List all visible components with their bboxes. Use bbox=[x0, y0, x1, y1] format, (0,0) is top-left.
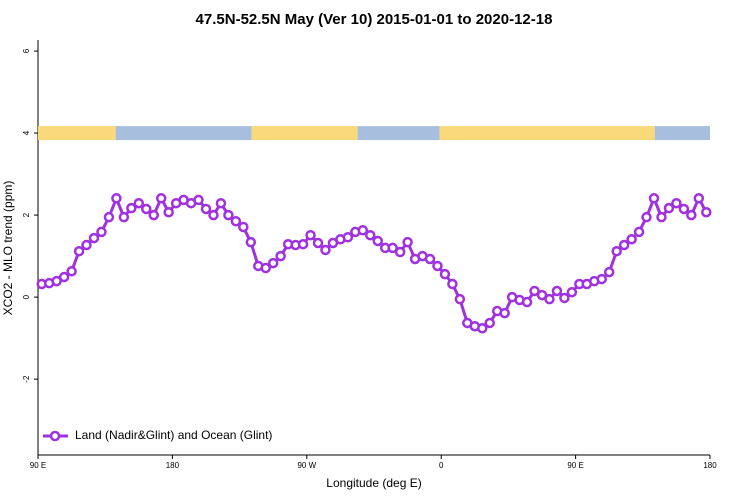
point bbox=[103, 211, 115, 223]
surface-segment bbox=[654, 126, 710, 141]
x-tick-label: 180 bbox=[703, 461, 717, 470]
x-tick-label: 180 bbox=[166, 461, 180, 470]
point bbox=[439, 268, 451, 280]
point bbox=[447, 278, 458, 290]
point bbox=[118, 211, 130, 223]
point bbox=[312, 237, 324, 249]
point bbox=[342, 231, 354, 243]
point bbox=[521, 296, 533, 308]
point bbox=[693, 193, 705, 204]
point bbox=[648, 193, 660, 204]
surface-segment bbox=[115, 126, 252, 141]
point bbox=[230, 216, 242, 227]
surface-segment bbox=[439, 126, 655, 141]
legend-label: Land (Nadir&Glint) and Ocean (Glint) bbox=[75, 428, 272, 442]
legend-marker bbox=[49, 430, 61, 442]
point bbox=[200, 203, 212, 215]
point bbox=[387, 242, 398, 254]
point bbox=[424, 253, 436, 265]
point bbox=[499, 307, 510, 319]
point bbox=[663, 202, 675, 214]
point bbox=[163, 206, 174, 218]
x-tick-label: 0 bbox=[439, 461, 444, 470]
point bbox=[320, 244, 331, 256]
point bbox=[603, 266, 615, 278]
y-tick-label: 6 bbox=[22, 48, 31, 53]
point bbox=[58, 271, 70, 283]
surface-segment bbox=[251, 126, 358, 141]
point bbox=[73, 245, 85, 257]
point bbox=[267, 257, 279, 269]
y-tick-label: -2 bbox=[22, 375, 31, 383]
point bbox=[454, 293, 466, 305]
point bbox=[96, 226, 107, 238]
point bbox=[238, 221, 249, 233]
point bbox=[155, 193, 167, 204]
point bbox=[641, 211, 652, 223]
point bbox=[544, 293, 555, 305]
x-tick-label: 90 E bbox=[30, 461, 46, 470]
series-line bbox=[41, 194, 708, 330]
point bbox=[626, 234, 637, 245]
point bbox=[365, 229, 376, 241]
point bbox=[551, 285, 563, 297]
point bbox=[686, 209, 697, 221]
point bbox=[193, 194, 204, 206]
point bbox=[51, 275, 62, 287]
point bbox=[671, 197, 682, 209]
point bbox=[596, 273, 607, 285]
point bbox=[66, 266, 77, 277]
point bbox=[477, 323, 488, 334]
point bbox=[305, 229, 316, 241]
point bbox=[275, 250, 286, 262]
x-axis-title: Longitude (deg E) bbox=[326, 476, 421, 490]
x-tick-label: 90 E bbox=[567, 461, 583, 470]
point bbox=[536, 289, 548, 301]
point bbox=[148, 209, 159, 221]
y-tick-label: 0 bbox=[22, 294, 31, 299]
point bbox=[656, 211, 667, 223]
point bbox=[372, 235, 383, 247]
surface-segment bbox=[38, 126, 116, 141]
y-tick-label: 4 bbox=[22, 130, 31, 135]
point bbox=[432, 260, 443, 272]
point bbox=[566, 286, 578, 298]
y-tick-label: 2 bbox=[22, 212, 31, 217]
point bbox=[559, 292, 570, 304]
point bbox=[618, 239, 630, 251]
point bbox=[81, 239, 92, 251]
point bbox=[484, 317, 495, 329]
point bbox=[245, 236, 257, 248]
point bbox=[402, 236, 413, 248]
point bbox=[133, 197, 145, 209]
point bbox=[701, 206, 712, 218]
point bbox=[126, 202, 137, 214]
point bbox=[223, 209, 234, 221]
point bbox=[208, 209, 219, 221]
x-tick-label: 90 W bbox=[297, 461, 316, 470]
chart-title: 47.5N-52.5N May (Ver 10) 2015-01-01 to 2… bbox=[196, 11, 553, 28]
point bbox=[529, 285, 540, 297]
point bbox=[111, 193, 122, 204]
point bbox=[88, 232, 100, 244]
surface-segment bbox=[357, 126, 440, 141]
point bbox=[633, 226, 645, 238]
point bbox=[357, 225, 369, 236]
point bbox=[394, 246, 406, 258]
point bbox=[297, 238, 309, 250]
point bbox=[611, 245, 622, 257]
point bbox=[215, 197, 227, 209]
point bbox=[141, 203, 152, 215]
y-axis-title: XCO2 - MLO trend (ppm) bbox=[1, 181, 15, 316]
point bbox=[678, 203, 690, 215]
point bbox=[260, 262, 271, 274]
